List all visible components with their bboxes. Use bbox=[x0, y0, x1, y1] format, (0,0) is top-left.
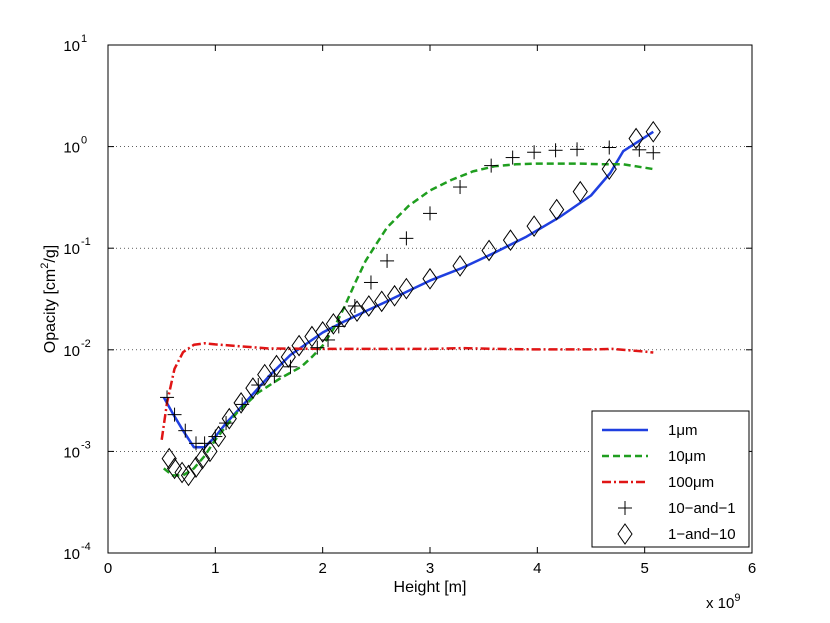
diamond-marker bbox=[422, 267, 438, 290]
diamond-marker bbox=[374, 290, 390, 313]
plus-marker bbox=[363, 275, 378, 290]
plus-marker bbox=[527, 145, 542, 160]
legend-label-1-and-10: 1−and−10 bbox=[668, 526, 736, 543]
diamond-marker bbox=[502, 229, 519, 252]
diamond-marker bbox=[161, 447, 177, 470]
x-tick-label: 2 bbox=[318, 560, 326, 577]
diamond-marker bbox=[245, 377, 261, 399]
diamond-marker bbox=[233, 392, 249, 414]
axis-ticks: 10 -410 -310 -210 -110 010 10 1 2 3 4 5 6 bbox=[63, 33, 756, 577]
y-tick-label-exponent: 0 bbox=[81, 135, 87, 147]
diamond-marker bbox=[166, 457, 183, 480]
diamond-marker bbox=[188, 456, 204, 479]
y-tick-label-exponent: 1 bbox=[81, 33, 87, 45]
legend: 1μm 10μm 100μm 10−and−1 1−and−10 bbox=[591, 410, 750, 548]
diamond-marker bbox=[628, 127, 644, 150]
diamond-marker bbox=[194, 447, 211, 470]
plus-marker bbox=[283, 359, 298, 374]
legend-label-1um: 1μm bbox=[668, 422, 697, 439]
plus-marker bbox=[399, 231, 414, 246]
plus-marker bbox=[160, 390, 175, 405]
x-tick-label: 4 bbox=[533, 560, 541, 577]
diamond-marker bbox=[645, 120, 661, 143]
series-layer bbox=[160, 120, 661, 487]
plus-marker bbox=[347, 298, 362, 313]
plus-marker bbox=[380, 253, 395, 268]
x-tick-label: 5 bbox=[640, 560, 648, 577]
x-multiplier-base: x 10 bbox=[706, 595, 734, 612]
diamond-marker bbox=[257, 363, 273, 386]
y-tick-label-exponent: -1 bbox=[81, 236, 91, 248]
diamond-marker bbox=[280, 346, 296, 368]
plus-marker bbox=[423, 206, 437, 221]
diamond-marker bbox=[452, 254, 468, 277]
diamond-marker bbox=[291, 334, 307, 357]
plus-marker bbox=[219, 416, 234, 431]
plus-marker bbox=[453, 180, 468, 195]
legend-label-10-and-1: 10−and−1 bbox=[668, 500, 736, 517]
diamond-marker bbox=[481, 239, 497, 262]
y-axis-label: Opacity [cm2/g] bbox=[39, 245, 59, 353]
plus-marker bbox=[602, 140, 617, 155]
x-axis-multiplier: x 109 bbox=[706, 592, 740, 612]
series-2-line bbox=[160, 342, 654, 440]
plus-marker bbox=[197, 436, 212, 451]
plus-marker bbox=[178, 423, 193, 438]
diamond-marker bbox=[601, 158, 617, 181]
y-tick-label: 10 bbox=[63, 241, 80, 258]
y-tick-label: 10 bbox=[63, 140, 80, 157]
diamond-marker bbox=[361, 295, 377, 317]
plus-marker bbox=[484, 158, 499, 173]
x-tick-label: 3 bbox=[426, 560, 434, 577]
plus-marker bbox=[321, 332, 336, 347]
diamond-marker bbox=[221, 407, 237, 430]
y-tick-label-exponent: -2 bbox=[81, 338, 91, 350]
diamond-marker bbox=[174, 461, 190, 484]
diamond-marker bbox=[210, 425, 227, 448]
diamond-marker bbox=[572, 180, 588, 203]
plus-marker bbox=[570, 142, 585, 157]
x-tick-label: 1 bbox=[211, 560, 219, 577]
diamond-marker bbox=[202, 440, 218, 463]
legend-box bbox=[591, 410, 750, 548]
plus-marker bbox=[548, 143, 563, 158]
x-tick-label: 0 bbox=[104, 560, 112, 577]
plus-marker bbox=[310, 340, 325, 355]
y-tick-label: 10 bbox=[63, 546, 80, 563]
diamond-marker bbox=[325, 312, 342, 335]
y-tick-label: 10 bbox=[63, 444, 80, 461]
plus-marker bbox=[167, 407, 182, 422]
y-label-superscript: 2 bbox=[39, 263, 51, 269]
x-tick-label: 6 bbox=[748, 560, 756, 577]
diamond-marker bbox=[315, 321, 331, 343]
plus-marker bbox=[632, 142, 647, 157]
x-multiplier-exponent: 9 bbox=[734, 592, 740, 604]
y-tick-label-exponent: -3 bbox=[81, 439, 91, 451]
legend-marker-diamond bbox=[617, 523, 633, 545]
y-label-tail: /g] bbox=[42, 245, 59, 263]
y-tick-label: 10 bbox=[63, 38, 80, 55]
y-label-main: Opacity [cm bbox=[42, 269, 59, 353]
diamond-marker bbox=[526, 215, 542, 237]
x-axis-label: Height [m] bbox=[394, 579, 467, 596]
y-tick-label: 10 bbox=[63, 343, 80, 360]
plus-marker bbox=[646, 145, 661, 160]
diamond-marker bbox=[398, 277, 414, 300]
legend-label-10um: 10μm bbox=[668, 448, 706, 465]
plus-marker bbox=[505, 150, 520, 165]
diamond-marker bbox=[180, 464, 197, 487]
legend-marker-plus bbox=[618, 501, 632, 515]
diamond-marker bbox=[549, 198, 565, 221]
diamond-marker bbox=[268, 354, 285, 377]
diamond-marker bbox=[349, 300, 365, 323]
diamond-marker bbox=[386, 284, 403, 307]
legend-label-100um: 100μm bbox=[668, 474, 714, 491]
plus-marker bbox=[267, 369, 282, 384]
diamond-marker bbox=[336, 306, 352, 328]
y-tick-label-exponent: -4 bbox=[81, 541, 91, 553]
